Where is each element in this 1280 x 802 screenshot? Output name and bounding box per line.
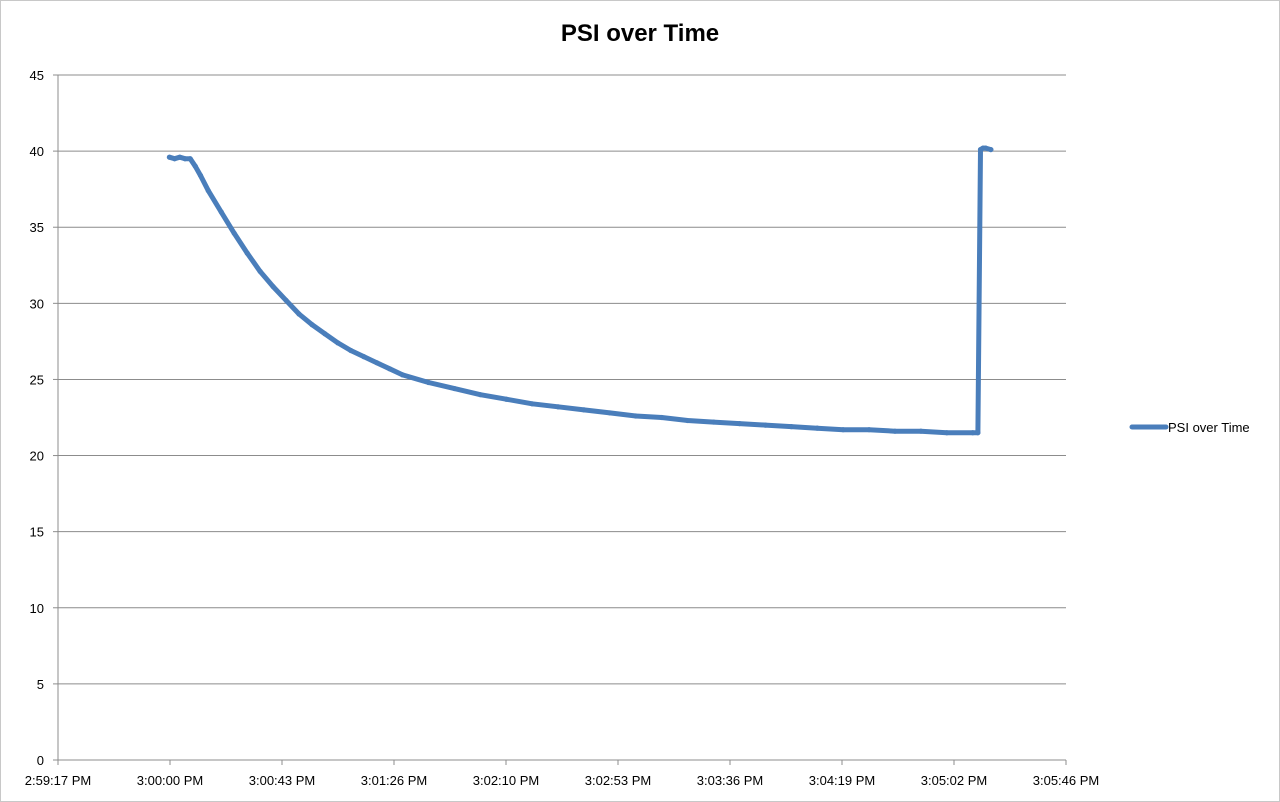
data-point xyxy=(451,385,458,392)
data-point xyxy=(607,410,613,416)
y-tick-label: 45 xyxy=(30,68,44,83)
data-point xyxy=(309,322,315,328)
y-tick-label: 15 xyxy=(30,525,44,540)
data-point xyxy=(177,154,183,160)
x-tick-label: 3:00:43 PM xyxy=(249,773,316,788)
y-tick-label: 30 xyxy=(30,296,44,311)
data-point xyxy=(814,425,820,431)
data-point xyxy=(866,427,872,433)
data-point xyxy=(503,396,509,402)
data-point xyxy=(387,366,393,372)
x-tick-label: 3:02:53 PM xyxy=(585,773,652,788)
data-point xyxy=(322,331,328,337)
data-point xyxy=(477,392,483,398)
y-tick-label: 25 xyxy=(30,372,44,387)
data-point xyxy=(374,360,380,366)
data-point xyxy=(970,430,976,436)
data-point xyxy=(192,163,198,169)
y-tick-label: 20 xyxy=(30,449,44,464)
y-tick-label: 35 xyxy=(30,220,44,235)
x-tick-label: 3:05:02 PM xyxy=(921,773,988,788)
data-point xyxy=(944,430,950,436)
data-point xyxy=(244,250,250,256)
data-point xyxy=(633,413,639,419)
data-point xyxy=(918,428,924,434)
data-point xyxy=(296,311,302,317)
x-tick-label: 3:01:26 PM xyxy=(361,773,428,788)
data-point xyxy=(400,372,406,378)
data-point xyxy=(166,154,173,160)
data-point xyxy=(425,379,432,386)
data-point xyxy=(892,428,898,434)
x-tick-label: 3:02:10 PM xyxy=(473,773,540,788)
x-tick-label: 3:04:19 PM xyxy=(809,773,876,788)
data-point xyxy=(988,146,994,153)
x-tick-label: 3:00:00 PM xyxy=(137,773,204,788)
data-point xyxy=(685,417,691,424)
data-point xyxy=(361,354,367,360)
x-tick-label: 2:59:17 PM xyxy=(25,773,92,788)
y-tick-label: 5 xyxy=(37,677,44,692)
y-tick-label: 10 xyxy=(30,601,44,616)
x-tick-label: 3:05:46 PM xyxy=(1033,773,1100,788)
y-tick-label: 40 xyxy=(30,144,44,159)
data-point xyxy=(736,420,743,427)
data-point xyxy=(283,297,289,303)
data-point xyxy=(257,268,263,274)
legend-label: PSI over Time xyxy=(1168,420,1250,435)
data-point xyxy=(581,407,587,413)
data-point xyxy=(205,188,211,194)
data-point xyxy=(555,404,561,410)
data-point xyxy=(231,230,237,236)
data-point xyxy=(710,419,717,425)
y-axis-ticks: 0 5 10 15 20 25 30 35 40 45 xyxy=(30,68,58,768)
x-tick-label: 3:03:36 PM xyxy=(697,773,764,788)
data-point xyxy=(840,427,846,433)
data-point xyxy=(187,156,193,162)
x-axis-ticks: 2:59:17 PM 3:00:00 PM 3:00:43 PM 3:01:26 PM… xyxy=(25,760,1100,788)
data-point xyxy=(172,156,178,162)
legend: PSI over Time xyxy=(1129,420,1250,435)
data-point xyxy=(197,172,204,179)
data-point xyxy=(788,424,794,430)
gridlines xyxy=(58,74,1066,685)
series-line xyxy=(166,145,994,436)
y-tick-label: 0 xyxy=(37,753,44,768)
data-point xyxy=(762,422,769,428)
axes xyxy=(57,75,1066,761)
data-point xyxy=(529,401,535,407)
data-point xyxy=(348,347,354,354)
data-point xyxy=(335,340,341,346)
data-point xyxy=(659,414,665,421)
data-point xyxy=(975,430,981,436)
data-point xyxy=(182,156,188,162)
chart-title: PSI over Time xyxy=(560,20,720,47)
series-group xyxy=(166,145,994,436)
data-point xyxy=(218,209,224,215)
data-point xyxy=(270,283,276,290)
data-point xyxy=(983,145,989,151)
